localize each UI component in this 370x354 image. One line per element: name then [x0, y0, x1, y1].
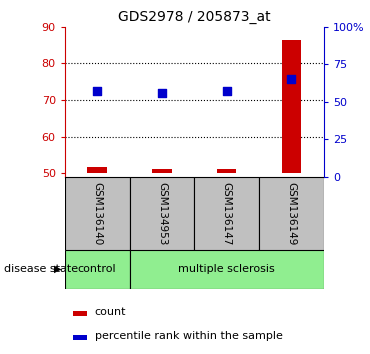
- Text: disease state: disease state: [4, 264, 78, 274]
- Point: [94, 88, 100, 93]
- Point: [289, 76, 295, 81]
- Text: GSM136149: GSM136149: [286, 182, 296, 245]
- Text: percentile rank within the sample: percentile rank within the sample: [95, 331, 282, 341]
- Bar: [73, 335, 87, 340]
- Text: multiple sclerosis: multiple sclerosis: [178, 264, 275, 274]
- Bar: [194, 177, 259, 250]
- Text: GSM136147: GSM136147: [222, 182, 232, 245]
- Bar: [282, 40, 301, 173]
- Bar: [65, 250, 130, 289]
- Text: count: count: [95, 307, 126, 317]
- Bar: [65, 177, 130, 250]
- Text: ▶: ▶: [54, 264, 61, 274]
- Text: control: control: [78, 264, 117, 274]
- Bar: [130, 177, 194, 250]
- Bar: [73, 312, 87, 316]
- Title: GDS2978 / 205873_at: GDS2978 / 205873_at: [118, 10, 270, 24]
- Point: [159, 91, 165, 96]
- Bar: [152, 169, 172, 173]
- Bar: [87, 167, 107, 173]
- Text: GSM134953: GSM134953: [157, 182, 167, 245]
- Bar: [130, 250, 324, 289]
- Bar: [259, 177, 324, 250]
- Text: GSM136140: GSM136140: [92, 182, 102, 245]
- Point: [224, 88, 230, 93]
- Bar: [217, 169, 236, 173]
